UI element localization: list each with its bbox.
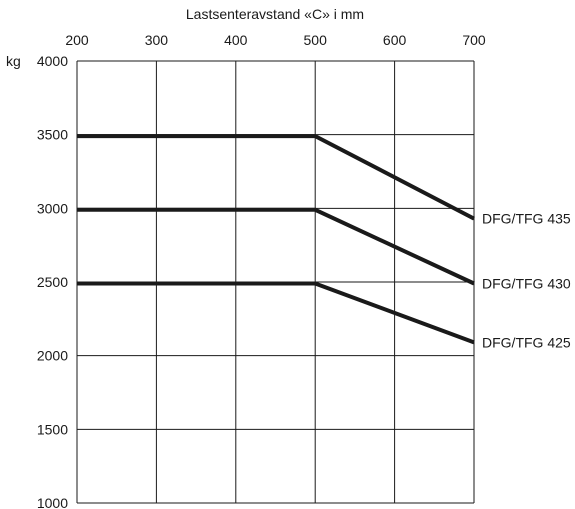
x-tick-label: 600 — [383, 32, 407, 48]
x-tick-label: 200 — [65, 32, 89, 48]
y-tick-label: 2000 — [37, 348, 68, 364]
y-tick-label: 1500 — [37, 421, 68, 437]
series-line — [77, 281, 475, 345]
series-label: DFG/TFG 435 — [482, 211, 571, 227]
series-label: DFG/TFG 425 — [482, 334, 571, 350]
chart-series — [77, 134, 475, 345]
y-tick-label: 1000 — [37, 495, 68, 509]
y-tick-label: 3000 — [37, 200, 68, 216]
y-axis-unit-label: kg — [6, 53, 21, 69]
x-tick-label: 300 — [145, 32, 169, 48]
y-tick-label: 2500 — [37, 274, 68, 290]
y-tick-labels: 4000 3500 3000 2500 2000 1500 1000 — [37, 53, 68, 509]
x-tick-label: 500 — [304, 32, 328, 48]
x-tick-label: 700 — [462, 32, 486, 48]
x-axis-label: Lastsenteravstand «C» i mm — [186, 6, 364, 22]
y-tick-label: 3500 — [37, 127, 68, 143]
series-line — [77, 134, 475, 221]
series-label: DFG/TFG 430 — [482, 275, 571, 291]
x-tick-label: 400 — [224, 32, 248, 48]
y-tick-label: 4000 — [37, 53, 68, 69]
x-tick-labels: 200 300 400 500 600 700 — [65, 32, 486, 48]
series-labels: DFG/TFG 435 DFG/TFG 430 DFG/TFG 425 — [482, 211, 571, 351]
series-line — [77, 207, 475, 286]
